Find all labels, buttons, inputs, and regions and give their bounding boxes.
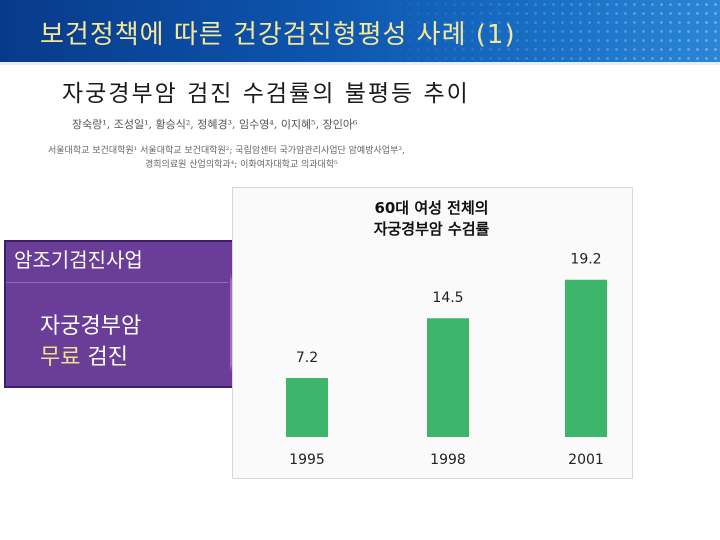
paper-affiliation-1: 서울대학교 보건대학원¹ 서울대학교 보건대학원²; 국립암센터 국가암관리사업… (48, 146, 405, 156)
program-type: 무료 검진 (40, 339, 128, 371)
data-label-1995: 7.2 (296, 350, 318, 366)
x-tick-label-1998: 1998 (430, 452, 466, 468)
chart-title: 60대 여성 전체의 자궁경부암 수검률 (232, 198, 631, 240)
program-type-rest: 검진 (80, 345, 128, 370)
program-name: 암조기검진사업 (14, 248, 143, 272)
x-tick-label-2001: 2001 (568, 452, 604, 468)
slide-title: 보건정책에 따른 건강검진형평성 사례 (1) (40, 20, 516, 50)
data-label-2001: 19.2 (570, 252, 601, 268)
bar-1998 (427, 318, 469, 437)
paper-affiliation-2: 경희의료원 산업의학과⁴; 이화여자대학교 의과대학⁵ (145, 160, 338, 170)
program-box-divider (6, 282, 228, 283)
chart-title-line1: 60대 여성 전체의 (374, 199, 489, 217)
slide-header: 보건정책에 따른 건강검진형평성 사례 (1) (0, 0, 720, 62)
data-label-1998: 14.5 (432, 290, 463, 306)
x-tick-label-1995: 1995 (289, 452, 325, 468)
paper-title: 자궁경부암 검진 수검률의 불평등 추이 (62, 81, 470, 107)
header-divider (0, 62, 720, 65)
program-target: 자궁경부암 (40, 314, 142, 339)
header-dot-pattern (360, 0, 720, 62)
paper-authors: 장숙랑¹, 조성일¹, 황승식², 정혜경³, 임수영⁴, 이지혜⁵, 장인아⁶ (72, 118, 358, 131)
free-highlight: 무료 (40, 345, 81, 370)
chart-title-line2: 자궁경부암 수검률 (373, 220, 490, 238)
bar-2001 (565, 279, 607, 437)
bar-1995 (286, 378, 328, 437)
